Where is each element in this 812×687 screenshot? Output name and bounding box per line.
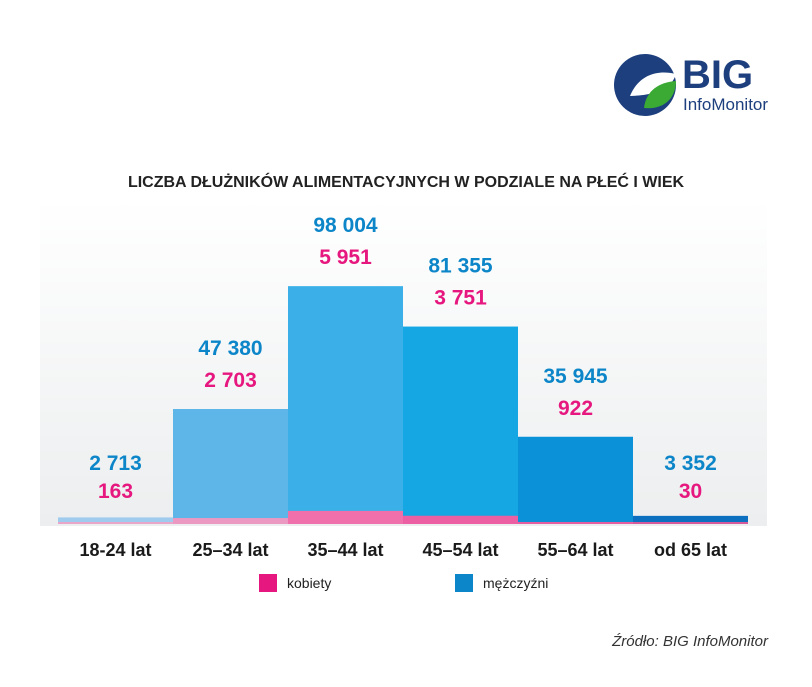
value-label-men-1: 47 380 <box>198 337 262 360</box>
value-label-women-3: 3 751 <box>434 287 487 310</box>
category-label-2: 35–44 lat <box>307 540 383 560</box>
value-label-men-4: 35 945 <box>543 365 608 388</box>
legend: kobiety mężczyźni <box>259 574 548 592</box>
value-label-women-5: 30 <box>679 480 702 503</box>
bar-men-4 <box>518 436 633 524</box>
value-label-women-4: 922 <box>558 397 593 420</box>
labels-group: 2 713 163 18-24 lat 47 380 2 703 25–34 lat 98 … <box>79 214 727 560</box>
value-label-women-2: 5 951 <box>319 246 372 269</box>
logo-wordmark: BIG <box>682 53 753 97</box>
bar-men-5 <box>633 515 748 524</box>
bar-women-4 <box>518 521 633 524</box>
logo-green-leaf <box>644 81 676 109</box>
legend-label-1: mężczyźni <box>483 575 548 591</box>
bar-women-3 <box>403 515 518 524</box>
chart-title: LICZBA DŁUŻNIKÓW ALIMENTACYJNYCH W PODZI… <box>128 172 685 191</box>
source-note: Źródło: BIG InfoMonitor <box>612 633 768 650</box>
value-label-men-2: 98 004 <box>313 214 378 237</box>
category-label-0: 18-24 lat <box>79 540 151 560</box>
category-label-4: 55–64 lat <box>537 540 613 560</box>
bar-women-1 <box>173 518 288 524</box>
bar-men-3 <box>403 326 518 524</box>
bar-women-0 <box>58 522 173 524</box>
big-infomonitor-logo: BIG InfoMonitor <box>614 53 768 116</box>
value-label-men-3: 81 355 <box>428 255 493 278</box>
category-label-5: od 65 lat <box>654 540 727 560</box>
bars-group <box>58 286 748 524</box>
value-label-women-0: 163 <box>98 480 133 503</box>
legend-swatch-mężczyźni <box>455 574 473 592</box>
category-label-1: 25–34 lat <box>192 540 268 560</box>
logo-subtitle: InfoMonitor <box>683 95 768 114</box>
bar-men-0 <box>58 517 173 524</box>
logo-white-swoosh <box>630 72 676 96</box>
bar-men-1 <box>173 409 288 524</box>
value-label-men-0: 2 713 <box>89 452 142 475</box>
legend-label-0: kobiety <box>287 575 331 591</box>
bar-women-5 <box>633 522 748 524</box>
category-label-3: 45–54 lat <box>422 540 498 560</box>
bar-men-2 <box>288 286 403 524</box>
value-label-women-1: 2 703 <box>204 369 257 392</box>
legend-swatch-kobiety <box>259 574 277 592</box>
value-label-men-5: 3 352 <box>664 452 717 475</box>
bar-women-2 <box>288 510 403 524</box>
